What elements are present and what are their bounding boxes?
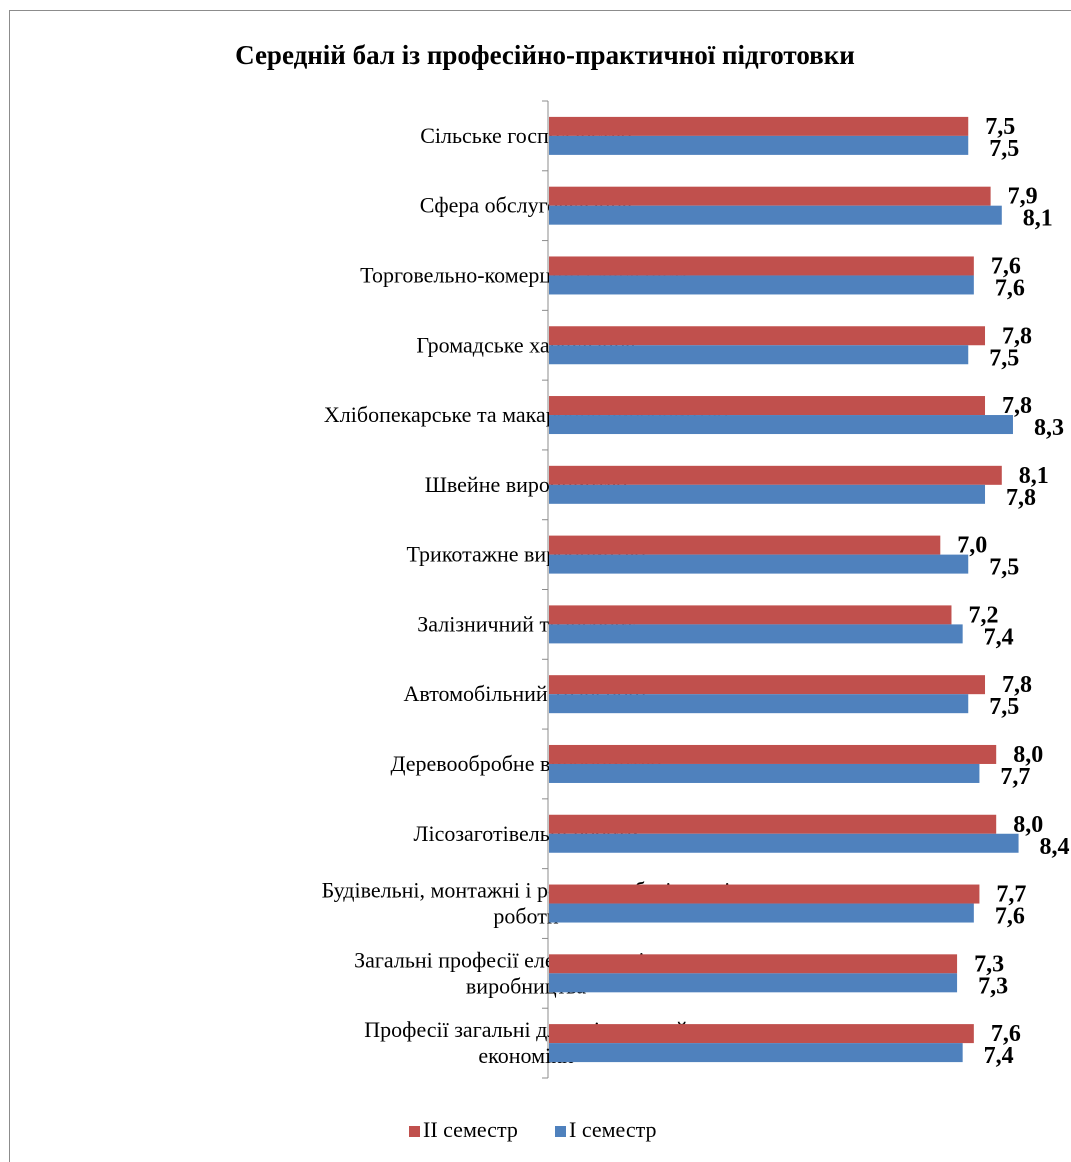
data-label: 7,5 xyxy=(989,555,1019,581)
data-label: 7,7 xyxy=(996,882,1026,908)
data-label: 7,6 xyxy=(995,904,1025,930)
data-label: 8,1 xyxy=(1019,463,1049,489)
data-label: 8,0 xyxy=(1013,812,1043,838)
data-label: 7,0 xyxy=(957,533,987,559)
bar-semester-1 xyxy=(549,345,969,365)
data-label: 7,8 xyxy=(1002,672,1032,698)
bar-semester-1 xyxy=(549,763,980,783)
bar-semester-2 xyxy=(549,1024,974,1044)
bar-semester-2 xyxy=(549,396,986,416)
bars xyxy=(549,116,1019,1063)
legend-label: II семестр xyxy=(423,1117,518,1142)
bar-semester-1 xyxy=(549,135,969,155)
bar-semester-2 xyxy=(549,116,969,136)
data-label: 7,2 xyxy=(968,602,998,628)
data-label: 7,6 xyxy=(991,253,1021,279)
bar-semester-1 xyxy=(549,973,958,993)
bar-semester-2 xyxy=(549,535,941,555)
data-label: 7,3 xyxy=(978,973,1008,999)
bar-semester-2 xyxy=(549,256,974,276)
data-label: 7,8 xyxy=(1002,393,1032,419)
data-label: 7,4 xyxy=(984,1043,1014,1069)
bar-semester-2 xyxy=(549,884,980,904)
bar-semester-2 xyxy=(549,675,986,695)
value-labels: 7,57,57,98,17,67,67,87,57,88,38,17,87,07… xyxy=(957,114,1069,1069)
data-label: 7,5 xyxy=(985,114,1015,140)
bar-semester-1 xyxy=(549,484,986,504)
data-label: 7,9 xyxy=(1008,184,1038,210)
legend-swatch xyxy=(409,1126,420,1137)
legend-label: I семестр xyxy=(569,1117,657,1142)
bar-semester-2 xyxy=(549,326,986,346)
data-label: 8,1 xyxy=(1023,206,1053,232)
bar-semester-2 xyxy=(549,954,958,974)
bar-semester-1 xyxy=(549,694,969,714)
legend-swatch xyxy=(555,1126,566,1137)
data-label: 7,4 xyxy=(984,624,1014,650)
bar-semester-2 xyxy=(549,605,952,625)
data-label: 8,0 xyxy=(1013,742,1043,768)
data-label: 8,4 xyxy=(1040,834,1070,860)
bar-semester-1 xyxy=(549,833,1019,853)
data-label: 7,5 xyxy=(989,694,1019,720)
data-label: 7,8 xyxy=(1006,485,1036,511)
chart-frame xyxy=(9,10,1071,1162)
data-label: 7,7 xyxy=(1000,764,1030,790)
data-label: 7,5 xyxy=(989,345,1019,371)
data-label: 7,6 xyxy=(991,1021,1021,1047)
axis-layer xyxy=(542,100,549,1079)
legend: II семестр I семестр xyxy=(409,1117,657,1142)
data-label: 7,3 xyxy=(974,951,1004,977)
bar-semester-1 xyxy=(549,903,974,923)
chart-title: Середній бал із професійно-практичної пі… xyxy=(235,40,855,70)
bar-semester-1 xyxy=(549,624,963,644)
bar-semester-2 xyxy=(549,465,1002,485)
data-label: 7,5 xyxy=(989,136,1019,162)
data-label: 7,8 xyxy=(1002,323,1032,349)
bar-semester-2 xyxy=(549,186,991,206)
bar-semester-2 xyxy=(549,814,997,834)
bar-semester-1 xyxy=(549,415,1013,435)
category-label: роботи xyxy=(493,904,559,929)
bar-semester-1 xyxy=(549,554,969,574)
bar-semester-1 xyxy=(549,205,1002,225)
bar-semester-1 xyxy=(549,1043,963,1063)
bar-semester-1 xyxy=(549,275,974,295)
data-label: 8,3 xyxy=(1034,415,1064,441)
data-label: 7,6 xyxy=(995,275,1025,301)
bar-semester-2 xyxy=(549,744,997,764)
